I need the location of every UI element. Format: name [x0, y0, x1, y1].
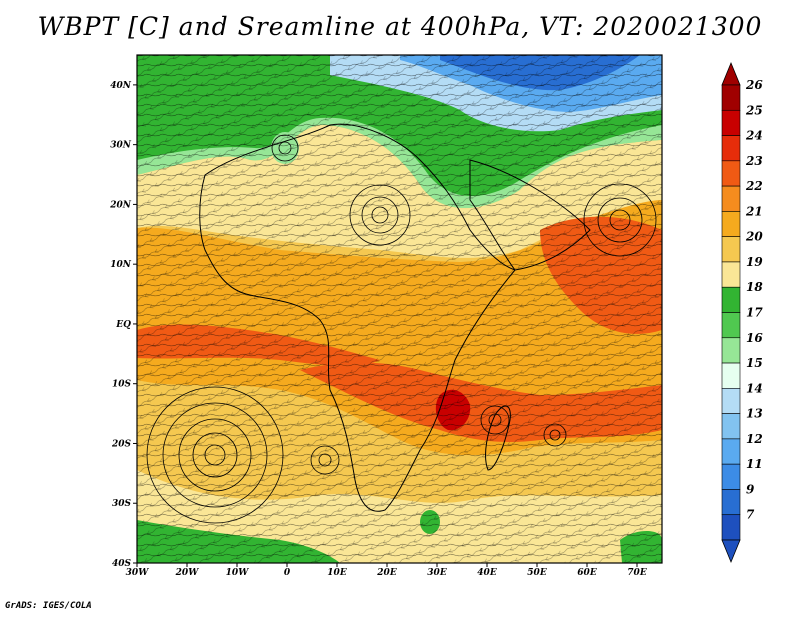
- colorbar-swatch: [721, 337, 741, 364]
- colorbar-label: 14: [746, 381, 763, 395]
- lon-tick-label: 60E: [577, 568, 597, 578]
- colorbar-swatch: [721, 160, 741, 187]
- lat-tick-label: 40S: [112, 559, 132, 569]
- colorbar-swatch: [721, 261, 741, 288]
- lon-tick-label: 70E: [627, 568, 647, 578]
- africa-coastline: [199, 123, 516, 512]
- madagascar-coastline: [485, 405, 511, 471]
- longitude-axis: 30W 20W 10W 0 10E 20E 30E 40E 50E 60E 70E: [126, 563, 647, 578]
- colorbar-label: 15: [746, 356, 763, 370]
- lat-tick-label: 10N: [110, 260, 132, 270]
- colorbar-top-arrow: [721, 61, 741, 86]
- lon-tick-label: 40E: [477, 568, 497, 578]
- colorbar-label: 11: [746, 457, 763, 471]
- colorbar-label: 20: [745, 230, 763, 244]
- streamline-vortices: [146, 134, 657, 524]
- colorbar-swatch: [721, 489, 741, 516]
- colorbar-bottom-arrow: [721, 539, 741, 564]
- map-title: WBPT [C] and Sreamline at 400hPa, VT: 20…: [37, 12, 763, 41]
- lat-tick-label: 20N: [109, 200, 132, 210]
- colorbar-label: 25: [745, 103, 763, 117]
- lon-tick-label: 10W: [226, 568, 250, 578]
- lat-tick-label: 30S: [112, 499, 132, 509]
- latitude-axis: 40N 30N 20N 10N EQ 10S 20S 30S 40S: [109, 81, 137, 569]
- lat-tick-label: EQ: [115, 320, 131, 330]
- grads-credit: GrADS: IGES/COLA: [5, 601, 92, 611]
- colorbar-label: 21: [745, 204, 763, 218]
- arabia-coastline: [469, 159, 591, 271]
- weather-map: 40N 30N 20N 10N EQ 10S 20S 30S 40S 30W 20W 10W 0 10E…: [109, 54, 763, 578]
- colorbar-label: 7: [746, 508, 755, 522]
- colorbar-swatch: [721, 413, 741, 440]
- colorbar-swatch: [721, 438, 741, 465]
- colorbar-swatch: [721, 312, 741, 339]
- colorbar-swatch: [721, 463, 741, 490]
- wbpt-field: [137, 55, 662, 563]
- colorbar-label: 19: [746, 255, 763, 269]
- colorbar-label: 16: [746, 331, 763, 345]
- colorbar-label: 23: [745, 154, 763, 168]
- lon-tick-label: 30W: [126, 568, 150, 578]
- lon-tick-label: 20E: [376, 568, 397, 578]
- colorbar-label: 18: [746, 280, 763, 294]
- colorbar-swatch: [721, 109, 741, 136]
- lon-tick-label: 10E: [327, 568, 347, 578]
- colorbar-swatch: [721, 135, 741, 162]
- lon-tick-label: 20W: [175, 568, 200, 578]
- map-frame: [136, 54, 663, 564]
- lat-tick-label: 20S: [111, 439, 132, 449]
- colorbar-label: 17: [746, 306, 763, 320]
- colorbar-label: 24: [745, 129, 763, 143]
- colorbar-swatch: [721, 211, 741, 237]
- colorbar-label: 26: [745, 78, 763, 92]
- colorbar-swatch: [721, 286, 741, 313]
- lat-tick-label: 40N: [110, 81, 132, 91]
- colorbar: 26 25 24 23 22 21 20 19 18 17 16 15 14 13 12 11 9 7: [721, 61, 763, 564]
- colorbar-swatch: [721, 388, 741, 414]
- colorbar-label: 22: [745, 179, 763, 193]
- colorbar-swatch: [721, 514, 741, 541]
- lon-tick-label: 0: [284, 568, 291, 578]
- colorbar-swatch: [721, 185, 741, 212]
- colorbar-swatch: [721, 362, 741, 389]
- colorbar-swatch: [721, 84, 741, 111]
- lon-tick-label: 50E: [527, 568, 547, 578]
- lon-tick-label: 30E: [427, 568, 447, 578]
- lat-tick-label: 10S: [112, 380, 132, 390]
- lat-tick-label: 30N: [110, 141, 132, 151]
- colorbar-label: 9: [746, 482, 755, 496]
- colorbar-label: 12: [746, 432, 763, 446]
- colorbar-swatch: [721, 236, 741, 263]
- colorbar-label: 13: [746, 407, 763, 421]
